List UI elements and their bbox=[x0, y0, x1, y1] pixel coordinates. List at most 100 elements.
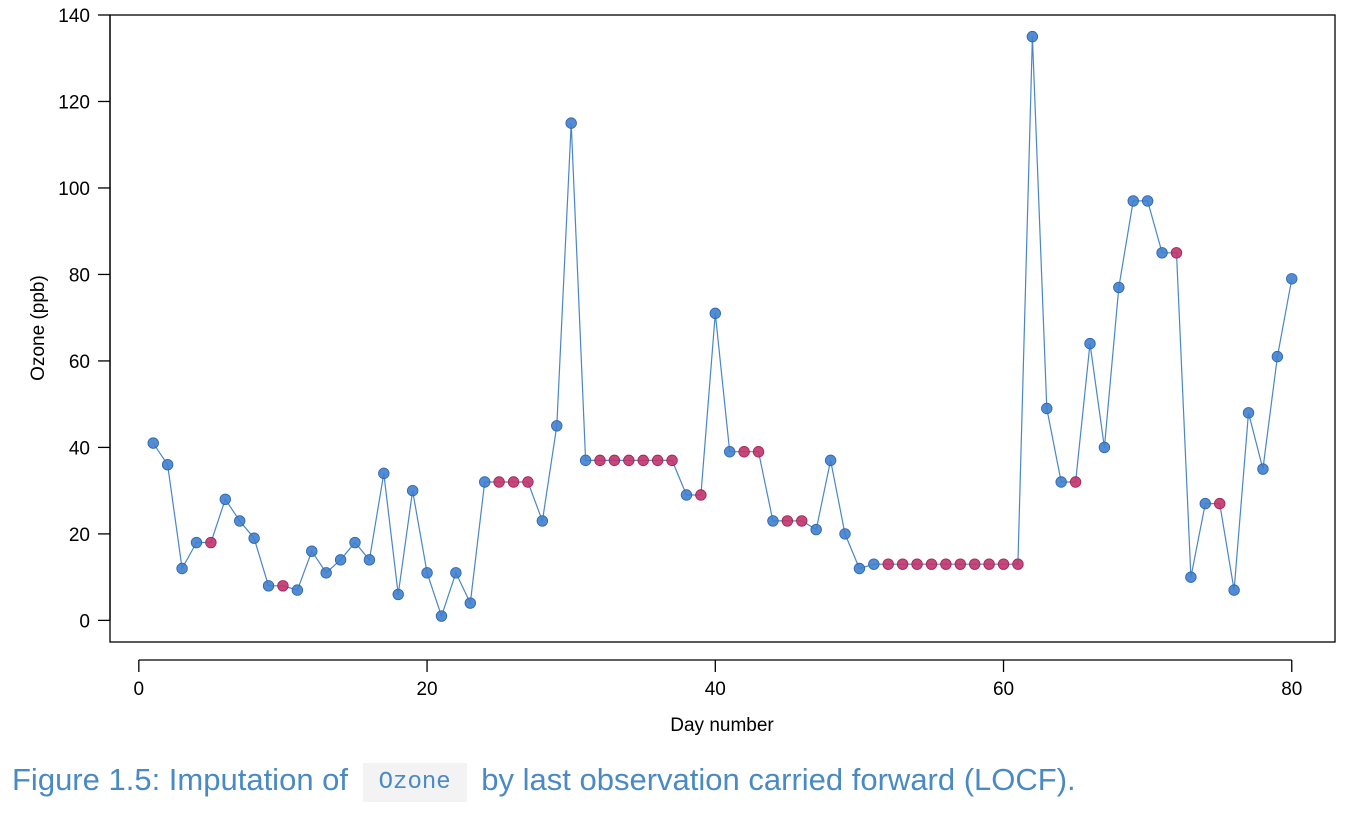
observed-point bbox=[1286, 273, 1298, 285]
imputed-point bbox=[1069, 476, 1082, 488]
observed-point bbox=[262, 580, 275, 592]
x-axis: 0 20 40 60 80 bbox=[134, 659, 1302, 700]
y-axis: 0 20 40 60 80 100 120 140 bbox=[58, 6, 111, 632]
imputed-point bbox=[522, 476, 534, 488]
y-tick-label: 20 bbox=[69, 525, 90, 546]
observed-point bbox=[234, 515, 246, 527]
imputed-point bbox=[1214, 497, 1226, 510]
imputed-point bbox=[594, 454, 606, 467]
observed-point bbox=[551, 420, 563, 432]
x-axis-title: Day number bbox=[670, 715, 774, 736]
observed-point bbox=[680, 489, 693, 501]
observed-point bbox=[450, 567, 462, 579]
observed-point bbox=[1084, 337, 1096, 350]
observed-point bbox=[1098, 441, 1111, 454]
observed-point bbox=[1041, 402, 1053, 415]
figure-caption: Figure 1.5: Imputation of Ozone by last … bbox=[12, 762, 1076, 802]
observed-point bbox=[320, 567, 332, 579]
observed-point bbox=[536, 515, 549, 527]
observed-point bbox=[176, 562, 188, 575]
imputed-point bbox=[911, 558, 923, 570]
observed-point bbox=[1228, 584, 1240, 596]
caption-prefix: Figure 1.5: Imputation of bbox=[12, 762, 349, 797]
plot-frame bbox=[109, 14, 1336, 643]
imputed-point bbox=[1170, 247, 1183, 259]
observed-point bbox=[724, 446, 736, 458]
observed-point bbox=[291, 584, 304, 596]
y-axis-title: Ozone (ppb) bbox=[28, 275, 49, 381]
imputed-point bbox=[925, 558, 938, 570]
imputed-point bbox=[882, 558, 894, 570]
imputed-point bbox=[277, 580, 289, 592]
observed-point bbox=[810, 523, 822, 536]
imputed-point bbox=[1012, 558, 1024, 570]
imputed-point bbox=[954, 558, 966, 570]
imputed-point bbox=[493, 476, 505, 488]
imputed-point bbox=[896, 558, 909, 570]
observed-point bbox=[1185, 571, 1197, 583]
imputed-point bbox=[940, 558, 952, 570]
y-tick-label: 80 bbox=[69, 265, 90, 286]
imputed-point bbox=[781, 515, 794, 527]
imputed-point bbox=[651, 454, 664, 467]
y-tick-label: 40 bbox=[69, 438, 90, 459]
observed-point bbox=[248, 532, 260, 544]
observed-point bbox=[1055, 476, 1067, 488]
imputed-point bbox=[205, 536, 217, 549]
series-line bbox=[152, 36, 1293, 619]
observed-point bbox=[839, 528, 851, 540]
imputed-point bbox=[666, 454, 678, 467]
observed-point bbox=[464, 597, 476, 609]
imputed-point bbox=[983, 558, 995, 570]
observed-point bbox=[406, 484, 419, 497]
observed-point bbox=[824, 454, 837, 467]
x-tick-label: 80 bbox=[1281, 679, 1302, 700]
observed-point bbox=[1026, 30, 1039, 43]
observed-point bbox=[435, 610, 448, 622]
observed-point bbox=[421, 567, 433, 579]
observed-point bbox=[161, 459, 174, 471]
imputed-point bbox=[997, 558, 1010, 570]
caption-suffix: by last observation carried forward (LOC… bbox=[481, 762, 1076, 797]
imputed-point bbox=[738, 446, 750, 458]
y-tick-label: 60 bbox=[69, 352, 90, 373]
observed-point bbox=[1199, 497, 1211, 510]
y-tick-label: 140 bbox=[58, 6, 90, 27]
observed-point bbox=[767, 515, 779, 527]
observed-point bbox=[1271, 350, 1284, 363]
data-points bbox=[147, 30, 1298, 622]
observed-point bbox=[147, 437, 159, 449]
observed-point bbox=[1242, 407, 1255, 419]
y-tick-label: 100 bbox=[58, 179, 90, 200]
observed-point bbox=[579, 454, 592, 467]
imputed-point bbox=[608, 454, 621, 467]
y-tick-label: 120 bbox=[58, 92, 90, 113]
observed-point bbox=[334, 554, 347, 566]
observed-point bbox=[1141, 195, 1154, 207]
observed-point bbox=[709, 307, 721, 320]
imputed-point bbox=[796, 515, 808, 527]
y-tick-label: 0 bbox=[79, 611, 90, 632]
observed-point bbox=[868, 558, 880, 570]
observed-point bbox=[479, 476, 491, 488]
observed-point bbox=[1113, 281, 1125, 294]
x-tick-label: 60 bbox=[993, 679, 1014, 700]
imputed-point bbox=[507, 476, 520, 488]
imputed-point bbox=[637, 454, 649, 467]
observed-point bbox=[378, 467, 390, 480]
caption-code: Ozone bbox=[362, 763, 467, 802]
observed-point bbox=[1257, 463, 1269, 475]
imputed-point bbox=[695, 489, 707, 501]
observed-point bbox=[306, 545, 318, 557]
observed-point bbox=[363, 554, 376, 566]
observed-point bbox=[1127, 195, 1139, 207]
observed-point bbox=[1156, 247, 1168, 259]
observed-point bbox=[853, 562, 866, 575]
imputed-point bbox=[752, 446, 765, 458]
observed-point bbox=[349, 536, 361, 549]
imputed-point bbox=[623, 454, 635, 467]
imputed-point bbox=[969, 558, 981, 570]
observed-point bbox=[219, 493, 231, 506]
observed-point bbox=[190, 536, 203, 549]
